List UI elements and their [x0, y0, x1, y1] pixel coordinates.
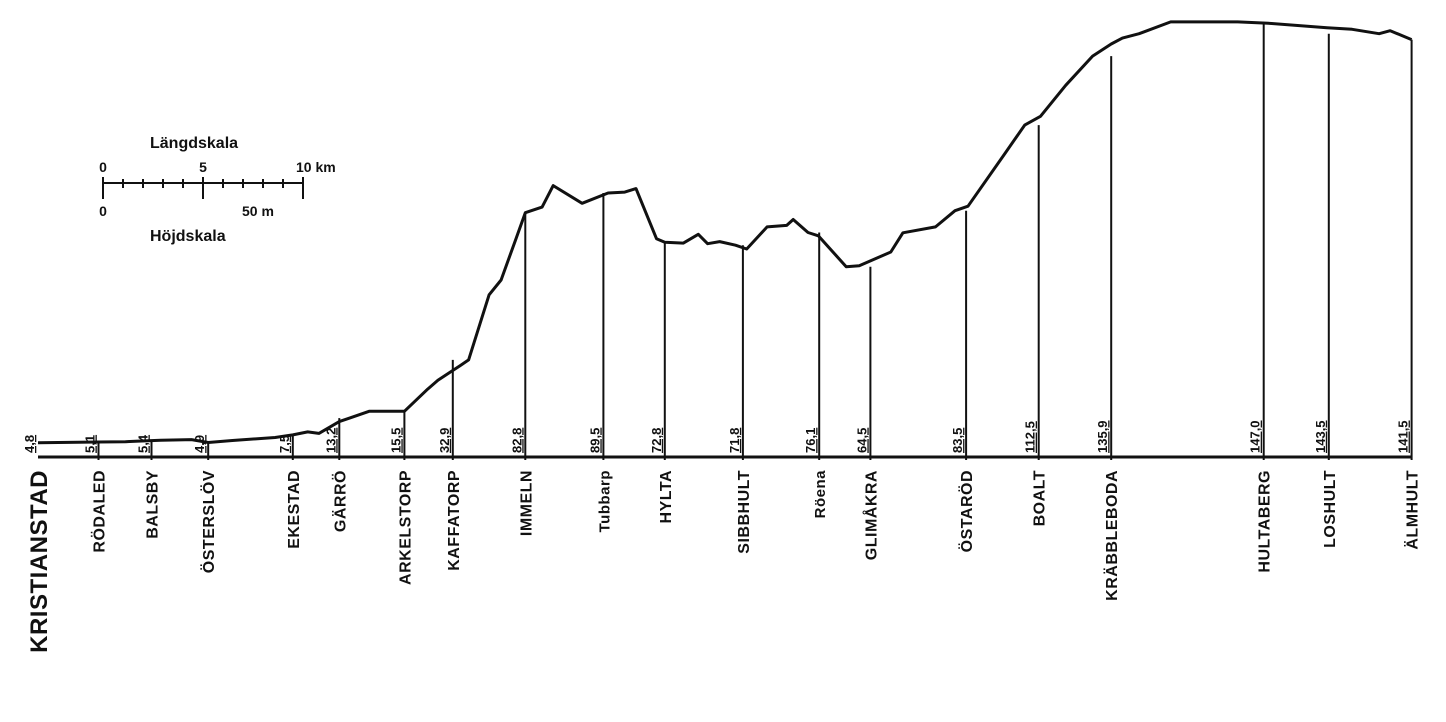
elevation-label-kristianstad: 4,8	[22, 435, 37, 453]
station-label-sibbhult: SIBBHULT	[736, 470, 753, 554]
height-scale-tick-50: 50 m	[242, 203, 274, 219]
elevation-label-krabbleboda: 135,9	[1095, 420, 1110, 453]
elevation-label-hylta: 72,8	[649, 428, 664, 453]
elevation-label-garro: 13,2	[323, 428, 338, 453]
height-scale-title: Höjdskala	[150, 228, 226, 245]
station-label-tubbarp: Tubbarp	[596, 470, 613, 532]
station-label-arkelstorp: ARKELSTORP	[397, 470, 414, 585]
station-labels: KRISTIANSTAD RÖDALED BALSBY ÖSTERSLÖV EKESTA…	[26, 470, 1422, 653]
length-scale-tick-10: 10 km	[296, 159, 336, 175]
station-label-osterslov: ÖSTERSLÖV	[199, 470, 218, 573]
height-scale-tick-0: 0	[99, 203, 107, 219]
station-label-kaffatorp: KAFFATORP	[446, 470, 463, 571]
station-label-ekestad: EKESTAD	[286, 470, 303, 549]
elevation-profile-line	[37, 20, 1413, 445]
station-label-balsby: BALSBY	[145, 470, 162, 539]
elevation-label-balsby: 5,4	[136, 434, 151, 453]
station-label-krabbleboda: KRÄBBLEBODA	[1103, 470, 1121, 601]
elevation-label-arkelstorp: 15,5	[388, 428, 403, 453]
elevation-label-almhult: 141,5	[1396, 420, 1411, 453]
station-lines	[97, 23, 1413, 460]
length-scale-tick-0: 0	[99, 159, 107, 175]
elevation-label-ekestad: 7,5	[277, 435, 292, 453]
elevation-label-immeln: 82,8	[509, 428, 524, 453]
elevation-label-loshult: 143,5	[1313, 420, 1328, 453]
elevation-label-rodaled: 5,1	[83, 435, 98, 453]
scale-legend: Längdskala 0 5 10 km 0 50 m Höjdskala	[99, 135, 336, 245]
elevation-label-ostarod: 83,5	[950, 428, 965, 453]
elevation-label-osterslov: 4,9	[192, 435, 207, 453]
elevation-label-glimakra: 64,5	[854, 428, 869, 453]
station-label-ostarod: ÖSTARÖD	[957, 470, 976, 552]
station-label-loshult: LOSHULT	[1322, 470, 1339, 548]
scale-tick-marks	[102, 177, 304, 199]
station-label-roena: Röena	[812, 470, 829, 519]
station-label-almhult: ÄLMHULT	[1404, 470, 1422, 550]
length-scale-title: Längdskala	[150, 135, 238, 152]
elevation-label-hultaberg: 147,0	[1248, 420, 1263, 453]
elevation-label-tubbarp: 89,5	[587, 428, 602, 453]
elevation-label-kaffatorp: 32,9	[437, 428, 452, 453]
station-label-boalt: BOALT	[1032, 470, 1049, 526]
elevation-label-sibbhult: 71,8	[727, 428, 742, 453]
elevation-label-roena: 76,1	[803, 428, 818, 453]
station-label-hultaberg: HULTABERG	[1257, 470, 1274, 573]
station-label-immeln: IMMELN	[518, 470, 535, 536]
station-label-kristianstad: KRISTIANSTAD	[26, 470, 53, 653]
length-scale-tick-5: 5	[199, 159, 207, 175]
station-label-glimakra: GLIMÅKRA	[861, 470, 880, 560]
station-label-garro: GÄRRÖ	[330, 470, 349, 532]
elevation-labels: 4,8 5,1 5,4 4,9 7,5 13,2 15,5 32,9 82,8 89,5 72,8 7…	[22, 420, 1411, 453]
station-label-hylta: HYLTA	[658, 470, 675, 523]
elevation-label-boalt: 112,5	[1023, 421, 1038, 453]
station-label-rodaled: RÖDALED	[90, 470, 109, 553]
